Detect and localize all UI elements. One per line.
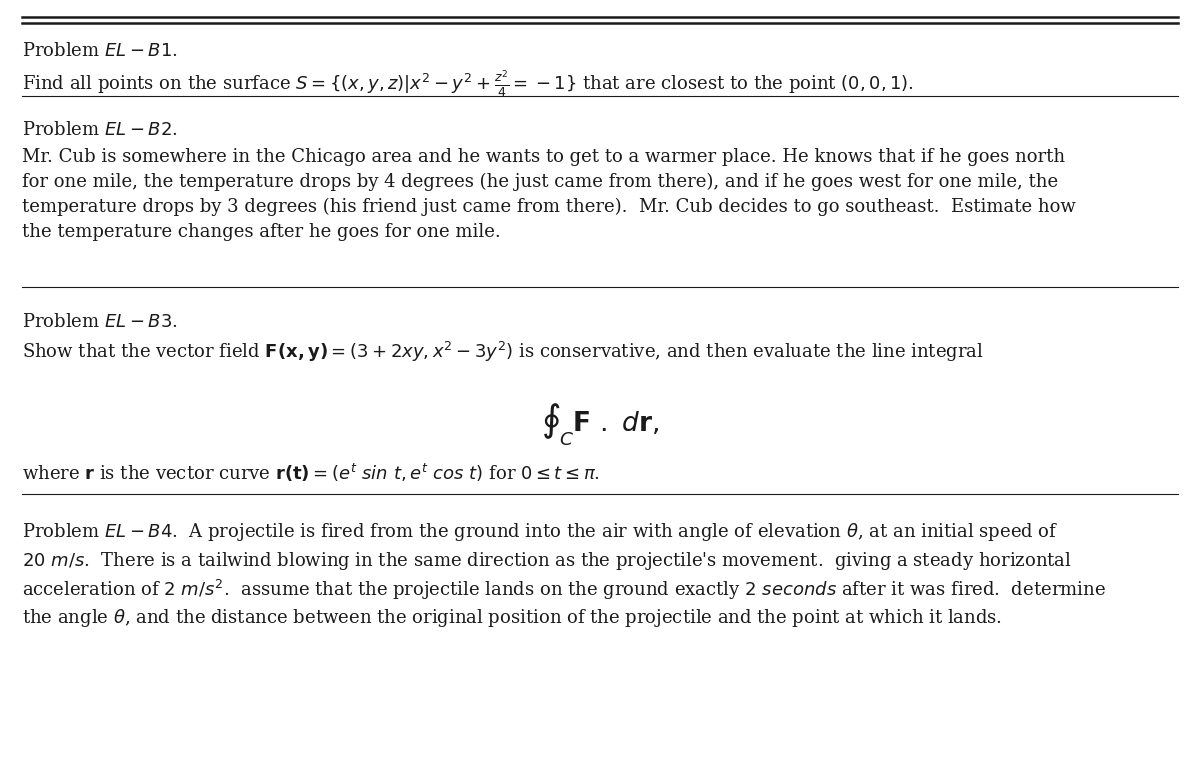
Text: Problem $EL-B1$.: Problem $EL-B1$. (22, 42, 178, 60)
Text: the angle $\theta$, and the distance between the original position of the projec: the angle $\theta$, and the distance bet… (22, 607, 1002, 629)
Text: Problem $EL-B3$.: Problem $EL-B3$. (22, 313, 178, 331)
Text: acceleration of $2\ m/s^2$.  assume that the projectile lands on the ground exac: acceleration of $2\ m/s^2$. assume that … (22, 578, 1105, 602)
Text: $20\ m/s$.  There is a tailwind blowing in the same direction as the projectile': $20\ m/s$. There is a tailwind blowing i… (22, 550, 1072, 572)
Text: $\oint_C \mathbf{F}\ .\ d\mathbf{r},$: $\oint_C \mathbf{F}\ .\ d\mathbf{r},$ (541, 401, 659, 448)
Text: Show that the vector field $\mathbf{F(x,y)} = (3+2xy,x^2-3y^2)$ is conservative,: Show that the vector field $\mathbf{F(x,… (22, 340, 984, 364)
Text: where $\mathbf{r}$ is the vector curve $\mathbf{r(t)} = (e^t\ sin\ t, e^t\ cos\ : where $\mathbf{r}$ is the vector curve $… (22, 461, 600, 484)
Text: Problem $EL-B4$.  A projectile is fired from the ground into the air with angle : Problem $EL-B4$. A projectile is fired f… (22, 521, 1058, 544)
Text: Problem $EL-B2$.: Problem $EL-B2$. (22, 121, 178, 138)
Text: Find all points on the surface $S = \{(x,y,z)|x^2 - y^2 + \frac{z^2}{4} = -1\}$ : Find all points on the surface $S = \{(x… (22, 69, 913, 101)
Text: Mr. Cub is somewhere in the Chicago area and he wants to get to a warmer place. : Mr. Cub is somewhere in the Chicago area… (22, 148, 1075, 241)
